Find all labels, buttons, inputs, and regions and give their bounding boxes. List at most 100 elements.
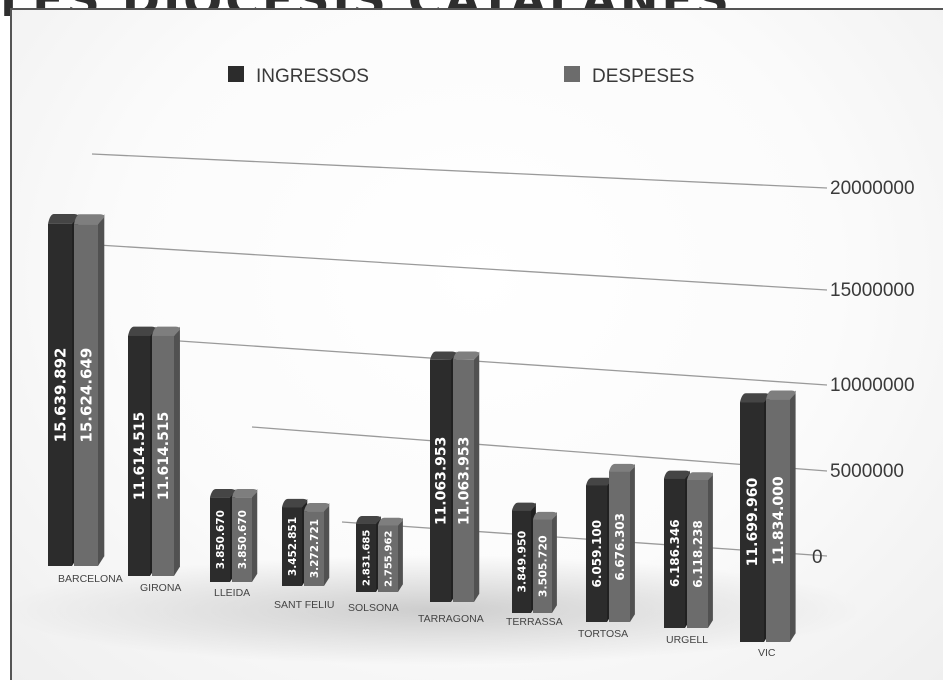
bar-value-label: 3.272.721 bbox=[309, 519, 321, 578]
bar-value-label: 2.831.685 bbox=[362, 530, 373, 586]
bar-group: 11.063.953 11.063.953 TARRAGONA bbox=[418, 351, 484, 625]
bar-front bbox=[282, 507, 302, 586]
bar-front bbox=[210, 497, 230, 582]
bar: 15.639.892 bbox=[48, 213, 79, 566]
bar: 11.063.953 bbox=[430, 351, 457, 602]
bar-value-label: 3.850.670 bbox=[237, 510, 249, 569]
bar-side bbox=[708, 472, 713, 628]
bar-front bbox=[232, 497, 252, 582]
bar: 3.505.720 bbox=[533, 511, 557, 613]
category-label: SANT FELIU bbox=[274, 599, 335, 611]
bar-front bbox=[533, 519, 552, 613]
y-tick-label: 10000000 bbox=[830, 375, 915, 396]
bar-top bbox=[48, 213, 79, 224]
bar: 3.850.670 bbox=[210, 489, 236, 582]
bar-value-label: 6.676.303 bbox=[613, 513, 627, 581]
bar: 3.849.950 bbox=[512, 502, 536, 613]
bar-value-label: 6.186.346 bbox=[668, 519, 682, 587]
chart-svg: 20000000 15000000 10000000 5000000 0 15.639.… bbox=[12, 66, 915, 665]
y-tick-label: 15000000 bbox=[830, 280, 915, 301]
bar-group: 3.850.670 3.850.670 LLEIDA bbox=[210, 489, 258, 599]
bar-top bbox=[533, 511, 557, 520]
category-label: GIRONA bbox=[140, 582, 181, 594]
y-tick-label: 0 bbox=[812, 547, 823, 568]
bar-top bbox=[512, 502, 536, 511]
bar: 2.831.685 bbox=[356, 515, 381, 592]
bar-front bbox=[687, 479, 708, 628]
grid-layer: 20000000 15000000 10000000 5000000 0 bbox=[91, 153, 915, 568]
bar-front bbox=[378, 525, 398, 592]
category-label: TORTOSA bbox=[578, 628, 628, 640]
bar: 2.755.962 bbox=[378, 517, 403, 592]
bar-side bbox=[174, 326, 180, 576]
legend-label: INGRESSOS bbox=[256, 66, 369, 87]
bar-front bbox=[512, 510, 531, 613]
bar: 11.614.515 bbox=[128, 326, 156, 576]
bar-value-label: 11.614.515 bbox=[132, 412, 148, 501]
bar-group: 3.452.851 3.272.721 SANT FELIU bbox=[274, 498, 335, 611]
bar-group: 2.831.685 2.755.962 SOLSONA bbox=[348, 515, 403, 614]
bar-front bbox=[740, 402, 764, 642]
bar-top bbox=[128, 326, 156, 336]
bar-top bbox=[586, 477, 612, 486]
bar-group: 11.699.960 11.834.000 VIC bbox=[740, 390, 796, 659]
bar: 11.699.960 bbox=[740, 393, 770, 642]
bar-front bbox=[74, 224, 98, 566]
category-label: URGELL bbox=[666, 634, 708, 646]
bar-value-label: 3.452.851 bbox=[287, 517, 299, 576]
bar-value-label: 11.834.000 bbox=[771, 476, 787, 565]
y-tick-label: 20000000 bbox=[830, 178, 915, 199]
bar-value-label: 11.063.953 bbox=[434, 437, 450, 526]
legend-label: DESPESES bbox=[592, 66, 694, 87]
bar-front bbox=[304, 511, 324, 586]
bar-value-label: 11.614.515 bbox=[156, 412, 172, 501]
bar-group: 3.849.950 3.505.720 TERRASSA bbox=[506, 502, 563, 628]
gridline bbox=[97, 244, 828, 291]
bar-top bbox=[766, 390, 796, 400]
bar-top bbox=[740, 393, 770, 403]
bar-value-label: 15.624.649 bbox=[77, 348, 95, 443]
bar-front bbox=[453, 359, 474, 602]
bar-top bbox=[378, 517, 403, 526]
floor-shadow bbox=[12, 555, 862, 665]
bar-side bbox=[790, 390, 796, 642]
bar-top bbox=[152, 326, 180, 336]
bar-top bbox=[453, 351, 480, 360]
legend: INGRESSOS DESPESES bbox=[228, 66, 694, 87]
bar-front bbox=[152, 335, 174, 576]
bar-front bbox=[430, 359, 451, 602]
bar-front bbox=[664, 478, 685, 628]
bar-front bbox=[128, 335, 150, 576]
bar-group: 6.186.346 6.118.238 URGELL bbox=[664, 470, 713, 646]
bar-front bbox=[766, 399, 790, 642]
chart-frame: 20000000 15000000 10000000 5000000 0 15.639.… bbox=[10, 8, 943, 680]
bar-value-label: 11.063.953 bbox=[457, 437, 473, 526]
bar-front bbox=[48, 223, 72, 566]
legend-swatch bbox=[228, 66, 244, 82]
bar-top bbox=[687, 472, 713, 480]
gridline bbox=[251, 426, 828, 472]
bar-side bbox=[98, 214, 105, 567]
gridline bbox=[91, 153, 828, 189]
bar-front bbox=[609, 471, 630, 622]
bar-value-label: 3.505.720 bbox=[536, 535, 549, 597]
category-label: VIC bbox=[758, 647, 776, 659]
bar-side bbox=[474, 351, 480, 602]
bar-side bbox=[324, 502, 330, 586]
y-tick-label: 5000000 bbox=[830, 461, 904, 482]
legend-item: DESPESES bbox=[564, 66, 694, 87]
bar: 3.850.670 bbox=[232, 489, 258, 582]
bar: 6.676.303 bbox=[609, 463, 635, 622]
bar-front bbox=[586, 485, 607, 622]
bar-top bbox=[232, 489, 258, 498]
bar-side bbox=[630, 463, 635, 622]
bar-top bbox=[430, 351, 457, 360]
bar: 3.272.721 bbox=[304, 502, 330, 586]
bar-front bbox=[356, 523, 376, 592]
bar-top bbox=[282, 498, 308, 508]
bar-side bbox=[398, 517, 403, 592]
bar-top bbox=[304, 502, 330, 512]
gridline bbox=[149, 338, 828, 386]
bar: 11.063.953 bbox=[453, 351, 480, 602]
bar-value-label: 11.699.960 bbox=[745, 478, 761, 567]
